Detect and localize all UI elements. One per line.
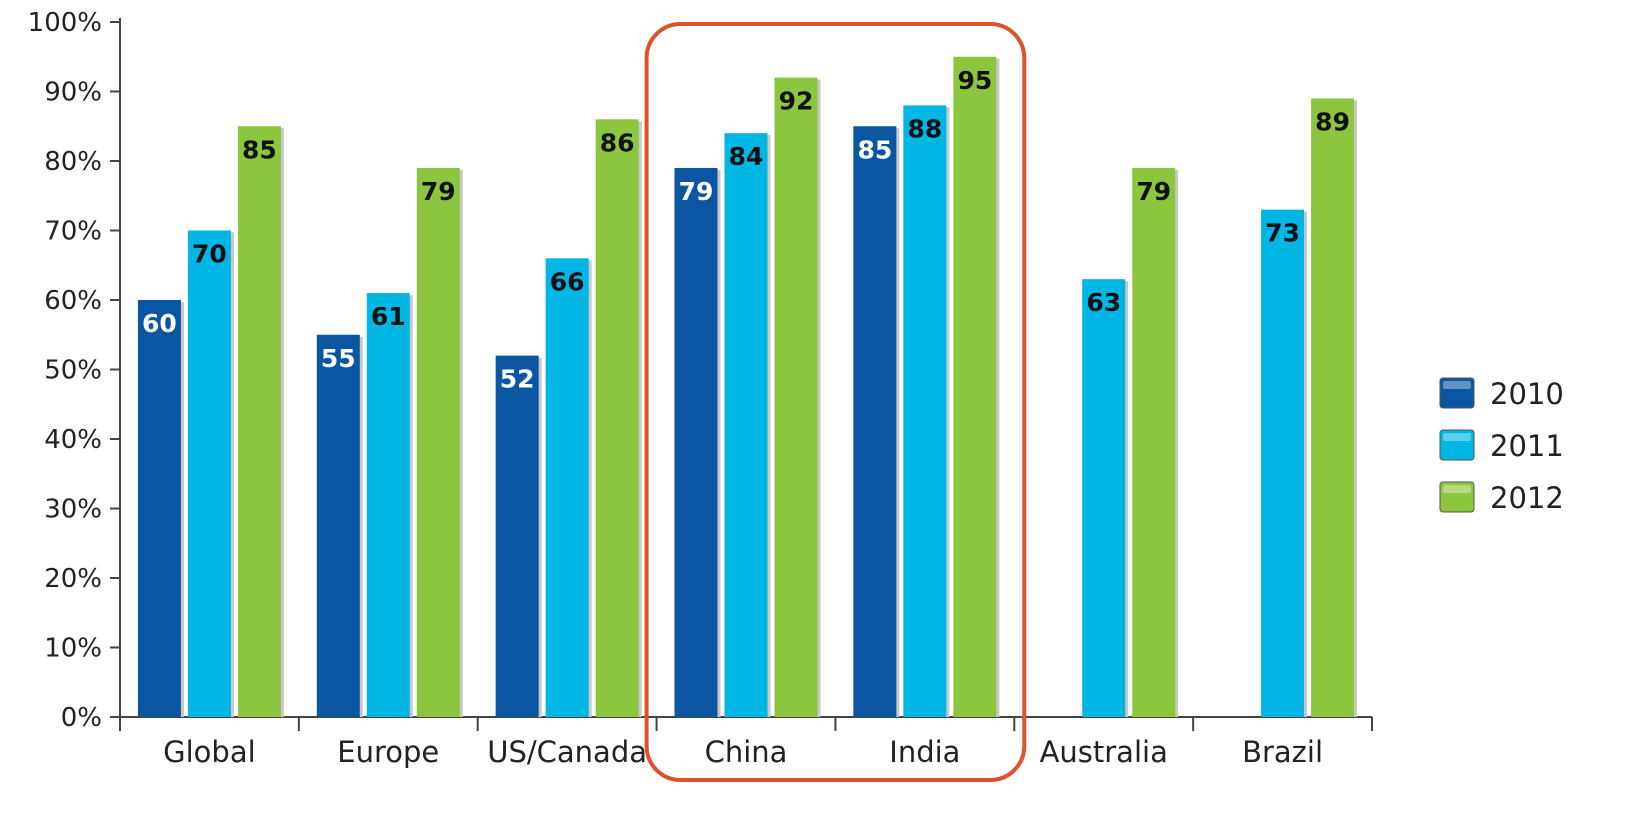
- bar: [1082, 279, 1126, 717]
- bar: [545, 258, 589, 717]
- highlight-box: [644, 22, 1027, 782]
- data-label: 60: [142, 309, 177, 338]
- legend-label: 2010: [1490, 377, 1564, 411]
- y-tick-label: 90%: [44, 78, 102, 108]
- bar: [1261, 209, 1305, 717]
- legend-swatch: [1439, 377, 1475, 409]
- y-tick-label: 30%: [44, 495, 102, 525]
- bar: [903, 105, 947, 717]
- bar: [187, 230, 231, 717]
- bar: [237, 126, 281, 717]
- y-tick-label: 40%: [44, 425, 102, 455]
- data-label: 84: [729, 142, 764, 171]
- legend-swatch-shine: [1443, 433, 1471, 441]
- x-tick-label: US/Canada: [487, 735, 647, 769]
- bar: [366, 293, 410, 717]
- y-tick-label: 70%: [44, 217, 102, 247]
- data-label: 85: [242, 135, 277, 164]
- y-tick-label: 80%: [44, 147, 102, 177]
- bar: [953, 56, 997, 717]
- bar: [853, 126, 897, 717]
- x-tick-label: Australia: [1040, 735, 1168, 769]
- x-tick-label: Brazil: [1242, 735, 1323, 769]
- data-label: 86: [600, 128, 635, 157]
- data-label: 95: [957, 66, 992, 95]
- y-tick-label: 50%: [44, 356, 102, 386]
- bar: [1132, 167, 1176, 717]
- y-tick-label: 60%: [44, 286, 102, 316]
- bar: [1311, 98, 1355, 717]
- bar: [774, 77, 818, 718]
- legend-label: 2012: [1490, 481, 1564, 515]
- bar: [316, 334, 360, 717]
- data-label: 55: [321, 344, 356, 373]
- legend-swatch: [1439, 481, 1475, 513]
- data-label: 89: [1315, 107, 1350, 136]
- bar: [674, 167, 718, 717]
- x-tick-label: China: [705, 735, 788, 769]
- bar: [495, 355, 539, 717]
- legend-swatch: [1439, 429, 1475, 461]
- legend-swatch-shine: [1443, 381, 1471, 389]
- x-tick-label: Europe: [337, 735, 439, 769]
- bar: [724, 133, 768, 717]
- y-tick-label: 100%: [28, 8, 102, 38]
- x-tick-label: India: [889, 735, 960, 769]
- legend: 2010 2011 2012: [1439, 377, 1564, 515]
- data-label: 79: [1136, 177, 1171, 206]
- data-label: 70: [192, 240, 227, 269]
- legend-swatch-shine: [1443, 485, 1471, 493]
- data-label: 88: [907, 114, 942, 143]
- highlight: [644, 22, 1027, 782]
- data-label: 52: [500, 365, 535, 394]
- data-label: 73: [1265, 219, 1300, 248]
- bars: [137, 56, 1358, 718]
- bar: [416, 167, 460, 717]
- y-tick-label: 10%: [44, 634, 102, 664]
- data-label: 66: [550, 267, 585, 296]
- data-label: 85: [857, 135, 892, 164]
- y-tick-label: 0%: [61, 703, 102, 733]
- data-label: 63: [1086, 288, 1121, 317]
- x-axis: Global Europe US/Canada China India Australia…: [119, 716, 1373, 769]
- x-tick-label: Global: [163, 735, 256, 769]
- bar: [137, 300, 181, 717]
- value-labels: 60 70 85 55 61 79 52 66 86 79 84 92 85 88 95 63 79 73 89: [142, 66, 1350, 394]
- data-label: 79: [421, 177, 456, 206]
- bar: [595, 119, 639, 718]
- legend-label: 2011: [1490, 429, 1564, 463]
- y-tick-label: 20%: [44, 564, 102, 594]
- data-label: 79: [679, 177, 714, 206]
- data-label: 92: [779, 87, 814, 116]
- y-axis: 0% 10% 20% 30% 40% 50% 60% 70% 80% 90% 100%: [28, 8, 121, 733]
- data-label: 61: [371, 302, 406, 331]
